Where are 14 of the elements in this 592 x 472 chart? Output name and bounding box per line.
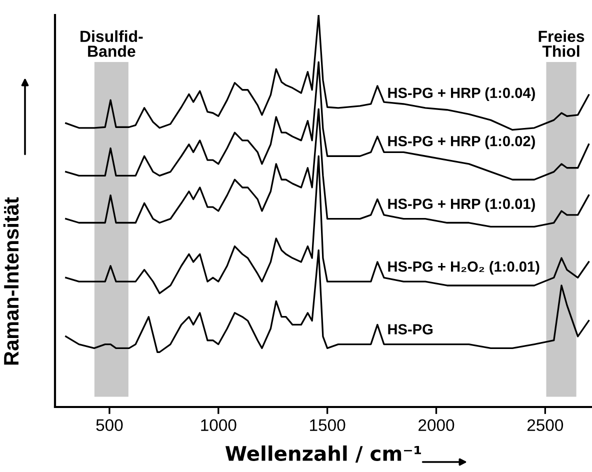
band-label: Disulfid- Bande [80, 30, 143, 57]
x-tick-label: 1000 [201, 419, 236, 432]
x-tick-label: 2000 [418, 419, 454, 432]
series-label: HS-PG + HRP (1:0.04) [388, 87, 535, 101]
x-tick-label: 500 [96, 419, 123, 432]
x-tick-label: 1500 [310, 419, 346, 432]
series-label: HS-PG + HRP (1:0.02) [388, 136, 535, 150]
series-label: HS-PG + H₂O₂ (1:0.01) [388, 261, 540, 275]
x-axis-title: Wellenzahl / cm⁻¹ [225, 445, 421, 463]
y-axis-title: Raman-Intensität [3, 197, 19, 365]
x-tick-label: 2500 [527, 419, 564, 432]
series-label: HS-PG [388, 324, 432, 334]
band-label: Freies Thiol [538, 30, 584, 57]
series-label: HS-PG + HRP (1:0.01) [388, 198, 535, 212]
